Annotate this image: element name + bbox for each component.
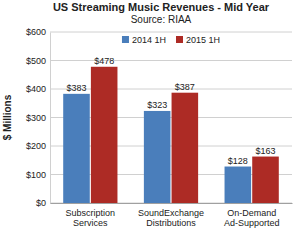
y-tick: $200	[26, 141, 50, 151]
legend-item: 2015 1H	[176, 35, 220, 45]
bar	[172, 93, 199, 203]
x-tick: SoundExchangeDistributions	[138, 203, 204, 228]
data-label: $128	[228, 156, 248, 166]
y-tick: $400	[26, 84, 50, 94]
x-tick: On-DemandAd-Supported	[224, 203, 280, 228]
bar	[144, 111, 171, 203]
legend: 2014 1H 2015 1H	[122, 35, 220, 45]
grid	[50, 32, 292, 203]
y-tick-label: $200	[26, 141, 46, 151]
grid-line	[50, 60, 292, 61]
y-tick-label: $600	[26, 27, 46, 37]
legend-swatch	[176, 36, 183, 43]
y-axis-line	[50, 33, 51, 204]
x-tick: SubscriptionServices	[66, 203, 116, 228]
y-tick-label: $0	[36, 198, 46, 208]
data-label: $323	[147, 100, 167, 110]
y-tick-label: $300	[26, 113, 46, 123]
y-tick: $0	[36, 198, 50, 208]
y-axis: $0 $100 $200 $300 $400 $500 $600	[26, 27, 51, 208]
y-axis-title: $ Millions	[2, 94, 13, 140]
x-tick-label: SubscriptionServices	[66, 208, 116, 228]
legend-swatch	[122, 36, 129, 43]
bar	[225, 167, 252, 203]
data-label: $387	[175, 82, 195, 92]
chart: US Streaming Music Revenues - Mid YearSo…	[0, 0, 300, 233]
chart-container: US Streaming Music Revenues - Mid YearSo…	[0, 0, 300, 233]
x-tick-label-line: Distributions	[146, 218, 196, 228]
x-tick-label: SoundExchangeDistributions	[138, 208, 204, 228]
x-axis-line	[51, 203, 293, 204]
subtitle: Source: RIAA	[131, 14, 192, 25]
grid-line	[50, 32, 292, 33]
y-tick: $500	[26, 56, 50, 66]
legend-label: 2014 1H	[132, 35, 166, 45]
x-tick-label: On-DemandAd-Supported	[224, 208, 280, 228]
legend-label: 2015 1H	[186, 35, 220, 45]
data-label: $163	[255, 146, 275, 156]
title: US Streaming Music Revenues - Mid Year	[53, 1, 270, 13]
y-tick-label: $100	[26, 170, 46, 180]
y-tick: $300	[26, 113, 50, 123]
x-tick-label-line: SoundExchange	[138, 208, 204, 218]
data-label: $383	[66, 83, 86, 93]
data-labels: $383 $323 $128 $478 $387 $163	[66, 56, 275, 166]
legend-item: 2014 1H	[122, 35, 166, 45]
y-tick-label: $500	[26, 56, 46, 66]
bar	[91, 67, 118, 203]
y-tick-label: $400	[26, 84, 46, 94]
x-tick-label-line: Services	[73, 218, 108, 228]
y-tick: $600	[26, 27, 50, 37]
x-axis: SubscriptionServices SoundExchangeDistrib…	[51, 203, 293, 228]
bars	[63, 67, 279, 203]
x-tick-label-line: Subscription	[66, 208, 116, 218]
x-tick-label-line: Ad-Supported	[224, 218, 280, 228]
x-tick-label-line: On-Demand	[227, 208, 276, 218]
y-tick: $100	[26, 170, 50, 180]
bar	[63, 94, 90, 203]
bar	[252, 157, 279, 203]
data-label: $478	[94, 56, 114, 66]
